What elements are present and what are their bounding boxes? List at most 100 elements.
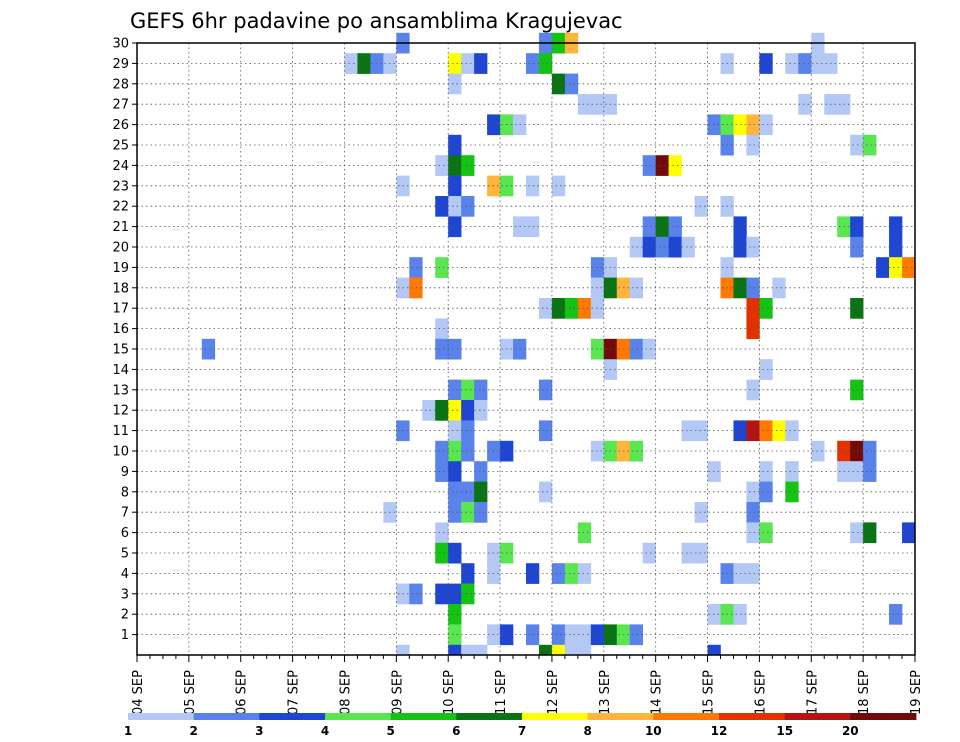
precip-cell bbox=[538, 379, 553, 401]
precip-cell bbox=[629, 338, 643, 360]
precip-cell bbox=[461, 155, 475, 176]
precip-cell bbox=[435, 542, 449, 564]
x-tick-label: 16 SEP bbox=[753, 670, 768, 715]
y-tick-label: 14 bbox=[112, 363, 129, 378]
precip-cell bbox=[461, 379, 475, 401]
precip-cell bbox=[629, 277, 643, 299]
precip-cell bbox=[746, 563, 760, 584]
x-tick-label: 12 SEP bbox=[546, 670, 561, 715]
precip-cell bbox=[642, 216, 656, 238]
x-tick-label: 19 SEP bbox=[909, 670, 924, 715]
precip-cell bbox=[526, 216, 540, 238]
y-tick-label: 23 bbox=[112, 179, 129, 194]
precip-cell bbox=[863, 134, 877, 156]
y-tick-label: 4 bbox=[121, 567, 129, 582]
y-tick-label: 5 bbox=[121, 547, 129, 562]
precip-cell bbox=[694, 420, 708, 442]
precip-cell bbox=[461, 400, 475, 421]
precip-cell bbox=[759, 114, 773, 136]
precip-cell bbox=[448, 196, 462, 217]
precip-cell bbox=[448, 338, 462, 360]
precip-cell bbox=[435, 461, 449, 482]
precip-cell bbox=[759, 53, 773, 74]
y-tick-label: 7 bbox=[121, 506, 129, 521]
precip-cell bbox=[746, 522, 760, 544]
precip-cell bbox=[448, 400, 462, 421]
precip-cell bbox=[474, 502, 488, 523]
precip-cell bbox=[785, 461, 799, 482]
precip-cell bbox=[746, 236, 760, 258]
legend-swatch bbox=[587, 713, 654, 720]
precip-cell bbox=[850, 522, 864, 544]
precip-cell bbox=[668, 155, 682, 176]
precip-cell bbox=[746, 481, 760, 503]
precip-cell bbox=[681, 236, 695, 258]
precip-cell bbox=[448, 502, 462, 523]
precip-cell bbox=[746, 502, 760, 523]
precip-cell bbox=[448, 134, 462, 156]
y-tick-label: 27 bbox=[112, 98, 129, 113]
legend-level-label: 1 bbox=[124, 724, 132, 738]
precip-cell bbox=[629, 440, 643, 462]
precip-cell bbox=[694, 502, 708, 523]
precip-cell bbox=[798, 94, 812, 115]
precip-cell bbox=[448, 216, 462, 238]
x-tick-label: 07 SEP bbox=[287, 670, 302, 715]
precip-cell bbox=[409, 257, 423, 278]
precip-cell bbox=[655, 216, 669, 238]
precip-cell bbox=[435, 522, 449, 544]
y-tick-label: 16 bbox=[112, 322, 129, 337]
precip-cell bbox=[902, 257, 916, 278]
x-tick-label: 15 SEP bbox=[702, 670, 717, 715]
x-tick-label: 06 SEP bbox=[235, 670, 250, 715]
legend-swatch bbox=[390, 713, 457, 720]
precip-cell bbox=[746, 318, 760, 340]
precip-cell bbox=[850, 236, 864, 258]
precip-cell bbox=[435, 440, 449, 462]
y-tick-label: 26 bbox=[112, 118, 129, 133]
precip-cell bbox=[707, 644, 721, 656]
precip-cell bbox=[564, 73, 579, 95]
precip-cell bbox=[681, 420, 695, 442]
precip-cell bbox=[577, 563, 592, 584]
precip-cell bbox=[564, 624, 579, 646]
y-tick-label: 18 bbox=[112, 281, 129, 296]
x-tick-label: 13 SEP bbox=[598, 670, 613, 715]
x-tick-label: 09 SEP bbox=[390, 670, 405, 715]
precip-cell bbox=[746, 420, 760, 442]
precip-cell bbox=[474, 53, 488, 74]
precip-cell bbox=[746, 277, 760, 299]
y-tick-label: 22 bbox=[112, 200, 129, 215]
precip-cell bbox=[448, 440, 462, 462]
precip-cell bbox=[551, 624, 566, 646]
y-tick-label: 13 bbox=[112, 383, 129, 398]
precip-cell bbox=[694, 196, 708, 217]
y-tick-label: 6 bbox=[121, 526, 129, 541]
precip-cell bbox=[759, 522, 773, 544]
precip-cell bbox=[201, 338, 216, 360]
precip-cell bbox=[409, 583, 423, 605]
x-tick-label: 18 SEP bbox=[857, 670, 872, 715]
precip-cell bbox=[526, 624, 540, 646]
precip-cell bbox=[538, 481, 553, 503]
y-tick-label: 15 bbox=[112, 343, 129, 358]
precip-cells bbox=[201, 32, 916, 656]
precip-cell bbox=[876, 257, 890, 278]
x-tick-label: 17 SEP bbox=[805, 670, 820, 715]
precip-cell bbox=[694, 542, 708, 564]
legend-swatch bbox=[193, 713, 260, 720]
legend-level-label: 5 bbox=[387, 724, 395, 738]
y-tick-label: 1 bbox=[121, 628, 129, 643]
precip-cell bbox=[889, 257, 903, 278]
precip-cell bbox=[551, 73, 566, 95]
precip-cell bbox=[564, 563, 579, 584]
precip-cell bbox=[474, 481, 488, 503]
x-tick-label: 11 SEP bbox=[494, 670, 509, 715]
legend-swatch bbox=[128, 713, 195, 720]
precip-cell bbox=[357, 53, 371, 74]
precip-cell bbox=[461, 583, 475, 605]
precip-cell bbox=[448, 461, 462, 482]
precip-cell bbox=[551, 175, 566, 197]
precip-cell bbox=[461, 420, 475, 442]
